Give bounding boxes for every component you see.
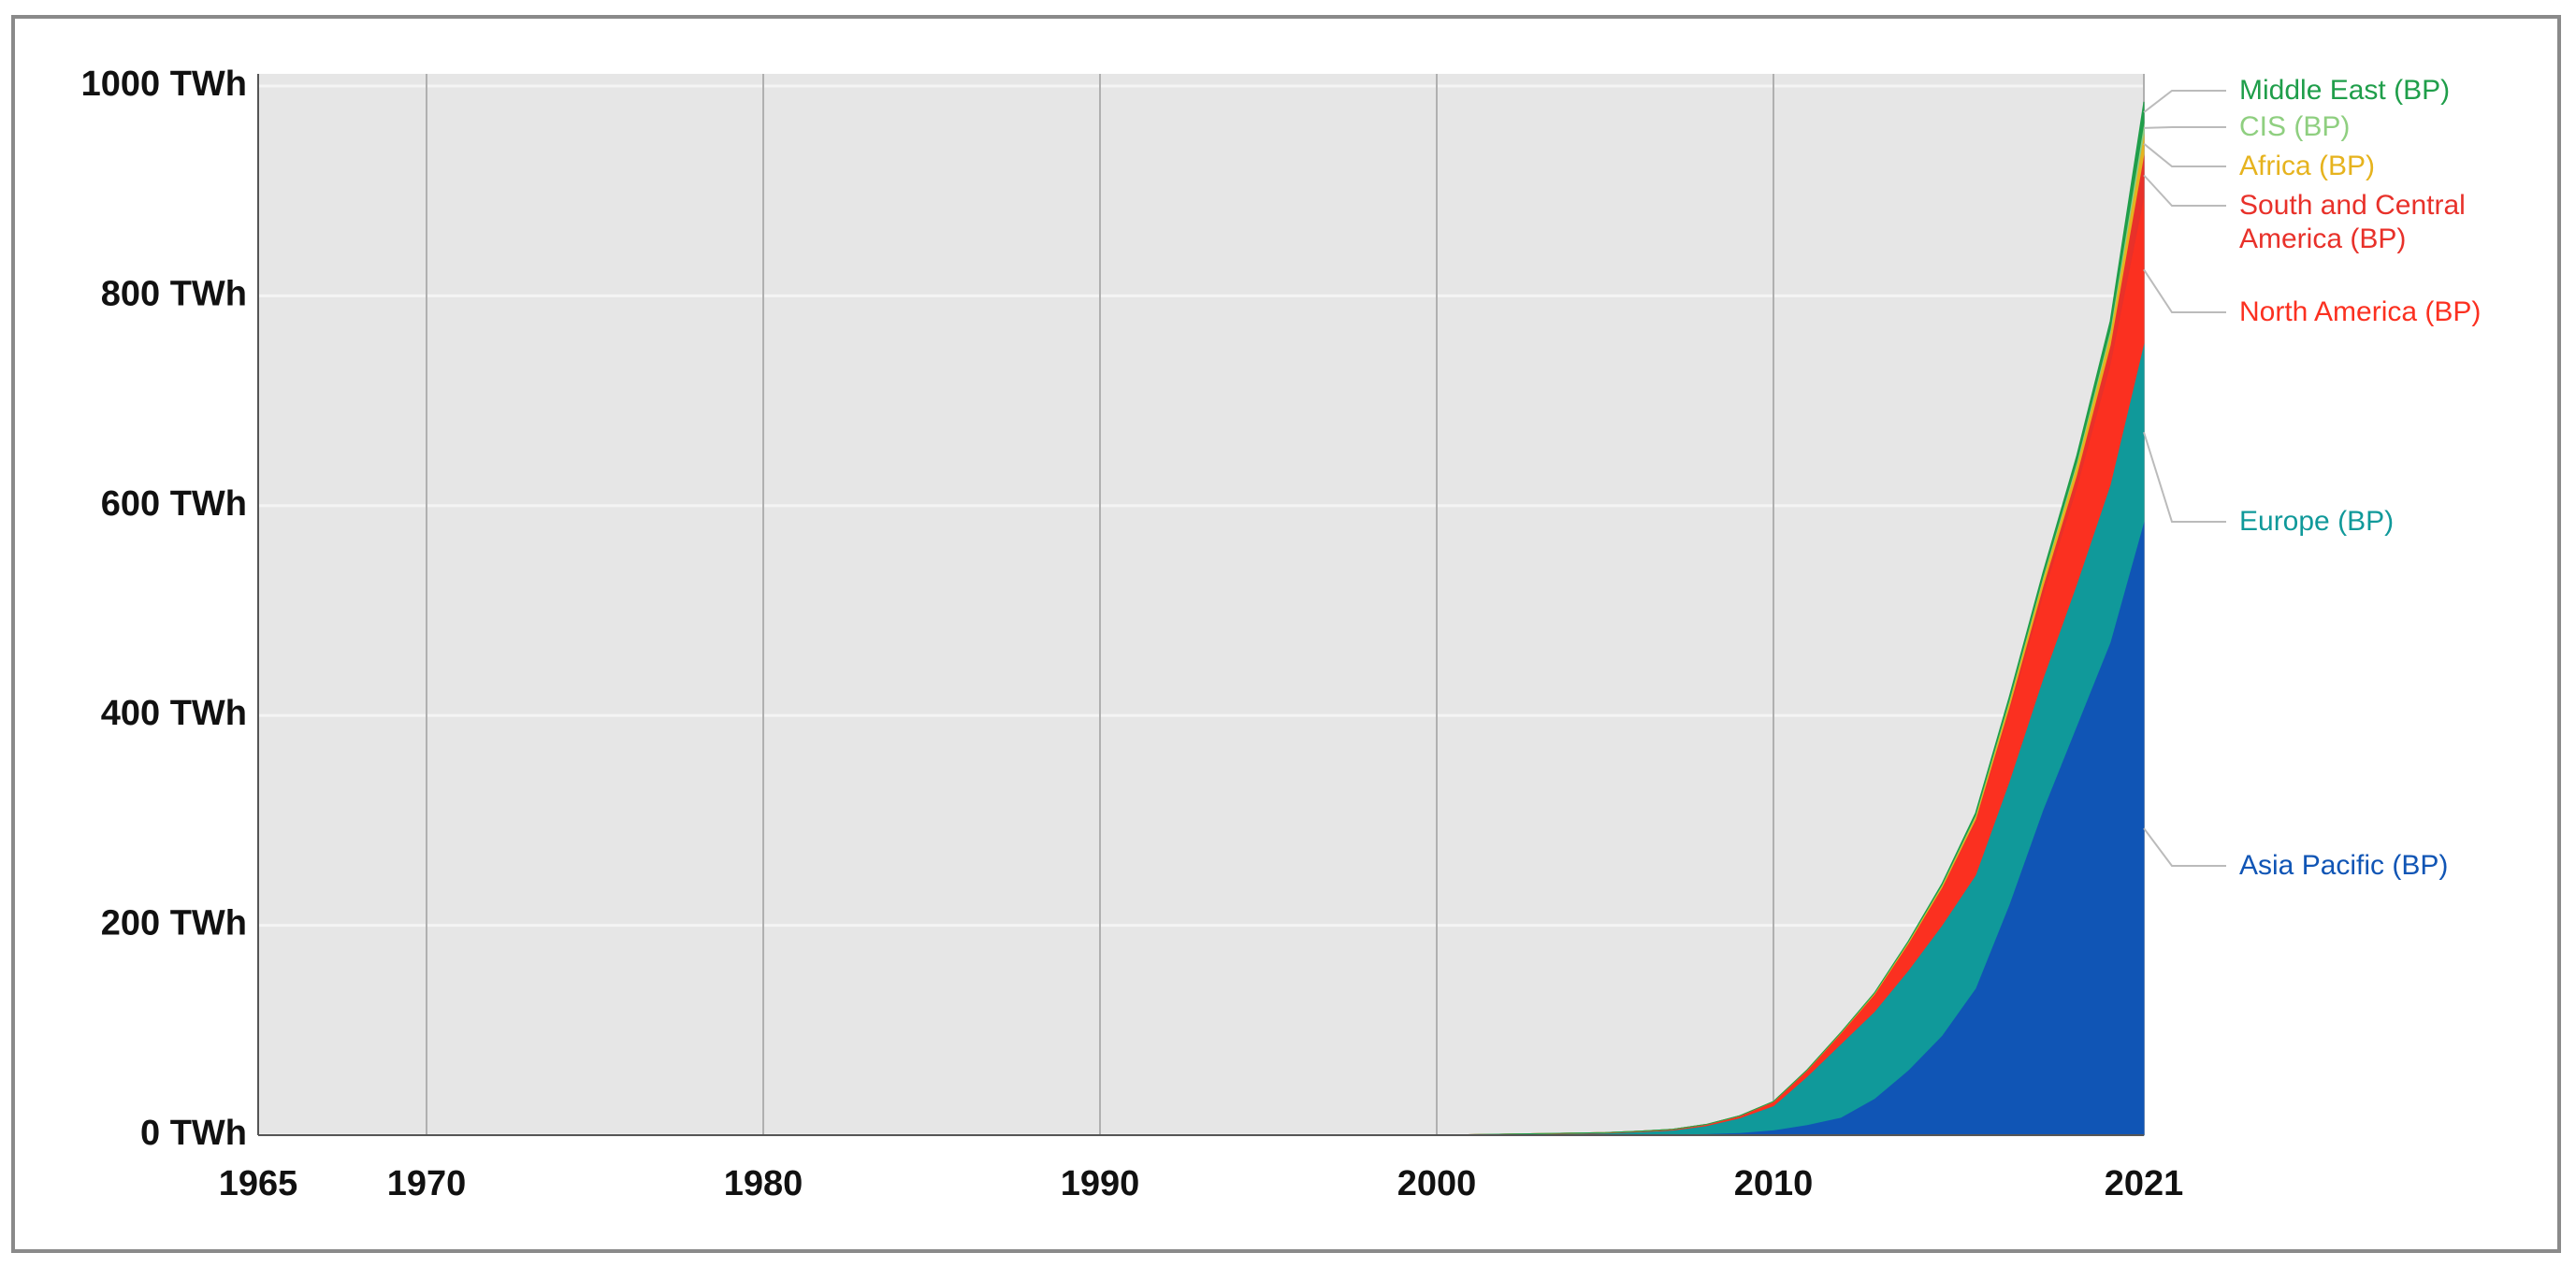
legend-label: CIS (BP) <box>2239 111 2351 142</box>
y-tick-label: 200 TWh <box>101 904 247 943</box>
x-tick-label: 1990 <box>1061 1164 1140 1203</box>
x-tick-label: 1980 <box>724 1164 803 1203</box>
leader-line <box>2143 90 2226 113</box>
plot-area <box>258 74 2144 1135</box>
leader-line <box>2143 174 2226 207</box>
y-tick-label: 600 TWh <box>101 484 247 524</box>
x-tick-label: 2010 <box>1734 1164 1814 1203</box>
legend-label: Europe (BP) <box>2239 506 2395 537</box>
y-tick-label: 0 TWh <box>140 1114 247 1153</box>
legend-label: South and Central America (BP) <box>2239 190 2466 254</box>
y-tick-label: 400 TWh <box>101 694 247 733</box>
y-tick-label: 1000 TWh <box>81 65 247 104</box>
leader-line <box>2143 126 2226 129</box>
leader-line <box>2143 142 2226 167</box>
legend-label: Africa (BP) <box>2239 151 2376 181</box>
leader-line <box>2143 268 2226 313</box>
x-tick-label: 1965 <box>219 1164 298 1203</box>
legend-label: North America (BP) <box>2239 296 2482 327</box>
x-tick-label: 1970 <box>387 1164 467 1203</box>
legend-label: Middle East (BP) <box>2239 75 2451 106</box>
leader-line <box>2143 828 2226 867</box>
y-tick-label: 800 TWh <box>101 274 247 313</box>
leader-line <box>2143 431 2226 523</box>
x-tick-label: 2000 <box>1397 1164 1477 1203</box>
x-tick-label: 2021 <box>2105 1164 2184 1203</box>
legend-label: Asia Pacific (BP) <box>2239 850 2449 881</box>
